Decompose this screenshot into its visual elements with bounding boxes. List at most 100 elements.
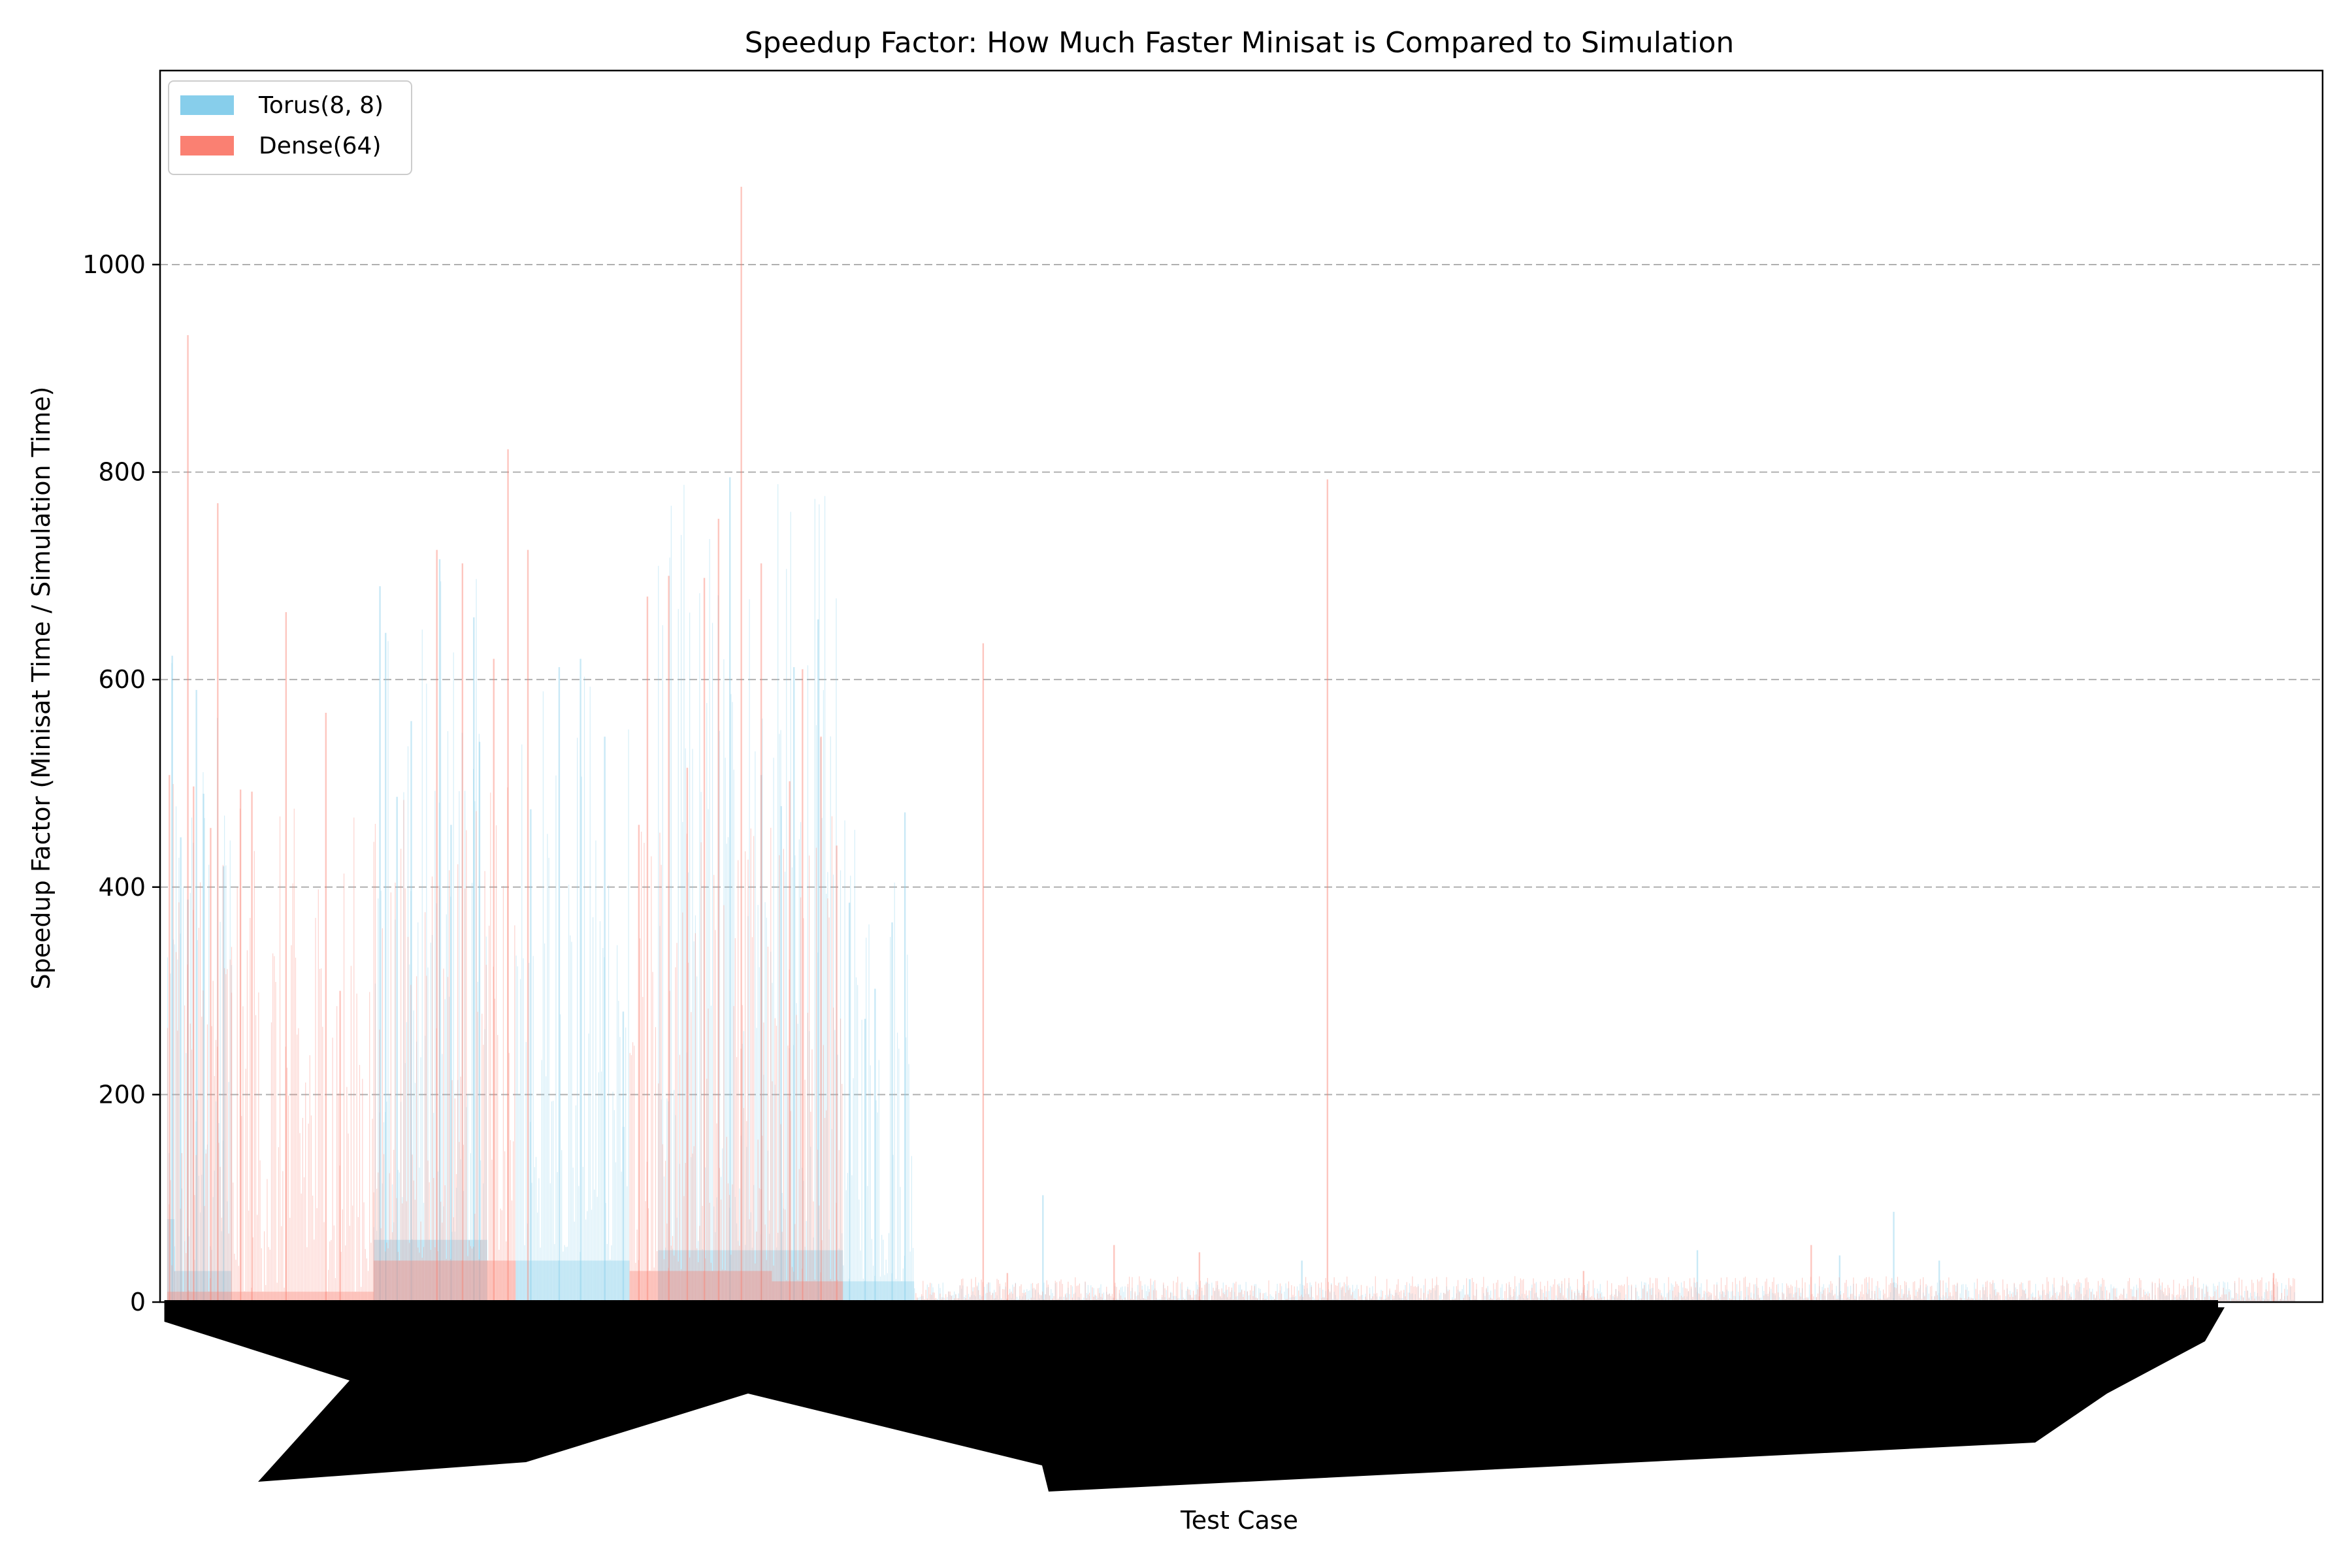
bar	[431, 876, 433, 1302]
bar	[803, 918, 804, 1302]
bar	[1948, 1277, 1950, 1302]
bar	[1372, 1286, 1373, 1302]
bar	[1392, 1294, 1394, 1302]
bar	[374, 983, 376, 1302]
bar	[1548, 1291, 1550, 1302]
bar	[359, 1064, 361, 1302]
bar	[1833, 1295, 1835, 1302]
bar	[1187, 1286, 1188, 1302]
bar	[979, 1295, 981, 1302]
bar	[961, 1288, 962, 1302]
bar	[1948, 1296, 1950, 1302]
bar	[1111, 1294, 1113, 1302]
bar	[1230, 1297, 1231, 1302]
bar	[416, 976, 417, 1302]
bar-peak	[210, 828, 212, 1302]
bar	[561, 1150, 563, 1302]
legend-label-dense: Dense(64)	[259, 133, 382, 159]
bar	[457, 864, 459, 1302]
bar	[1375, 1276, 1376, 1302]
bar	[1682, 1287, 1684, 1302]
bar	[1315, 1281, 1316, 1302]
bar-peak	[436, 549, 438, 1302]
bar	[919, 1296, 921, 1302]
bar	[1779, 1297, 1780, 1302]
bar	[1181, 1289, 1183, 1302]
bar	[1192, 1298, 1194, 1302]
bar	[1982, 1287, 1984, 1302]
bar	[806, 1281, 807, 1302]
bar	[1570, 1286, 1571, 1302]
bar	[830, 736, 831, 1302]
bar	[1497, 1298, 1499, 1302]
bar	[1120, 1296, 1122, 1302]
bar	[1201, 1290, 1203, 1302]
bar	[1588, 1298, 1590, 1302]
bar	[2025, 1294, 2027, 1302]
bar	[493, 966, 494, 1302]
bar	[909, 1251, 911, 1302]
bar	[1527, 1295, 1528, 1302]
bar	[1228, 1286, 1230, 1302]
bar	[470, 1246, 471, 1302]
bar	[736, 1056, 738, 1302]
bar	[1682, 1297, 1684, 1302]
bar	[281, 1226, 282, 1302]
bar	[2008, 1294, 2009, 1302]
bar	[1750, 1292, 1752, 1302]
bar	[642, 996, 644, 1302]
bar	[1012, 1294, 1013, 1302]
bar	[2173, 1295, 2174, 1302]
bar	[1375, 1294, 1376, 1302]
bar	[678, 1261, 679, 1302]
bar	[2059, 1292, 2061, 1302]
bar	[689, 1257, 691, 1302]
bar	[1890, 1282, 1891, 1302]
bar	[868, 924, 870, 1302]
bar	[1890, 1292, 1891, 1302]
bar-peak	[891, 922, 893, 1302]
bar-peak	[339, 990, 341, 1302]
bar-peak	[802, 669, 804, 1302]
bar	[1985, 1286, 1987, 1302]
gridlines	[160, 263, 2323, 1096]
bar	[2140, 1280, 2142, 1302]
bar	[1550, 1286, 1551, 1302]
bar	[2260, 1299, 2261, 1302]
bar	[1163, 1284, 1164, 1302]
bar	[229, 959, 231, 1302]
bar	[1831, 1290, 1833, 1302]
bar	[1431, 1288, 1433, 1302]
bar	[759, 967, 760, 1302]
bar	[1022, 1296, 1023, 1302]
bar	[204, 1205, 205, 1302]
bar	[1251, 1285, 1252, 1302]
bar	[2023, 1290, 2025, 1302]
bar	[652, 972, 653, 1302]
bar	[823, 690, 824, 1302]
bar	[694, 915, 696, 1302]
bar	[1426, 1298, 1428, 1302]
bar	[1827, 1294, 1829, 1302]
bar	[966, 1286, 968, 1302]
bar	[2272, 1281, 2274, 1302]
bar	[1993, 1282, 1995, 1302]
bar	[2127, 1281, 2129, 1302]
bar	[1022, 1292, 1023, 1302]
bar	[1512, 1296, 1514, 1302]
bar	[251, 1288, 252, 1302]
bar	[789, 969, 790, 1302]
bar	[1187, 1288, 1188, 1302]
bar	[532, 956, 534, 1302]
bar	[870, 1065, 871, 1302]
bar	[1722, 1291, 1723, 1302]
bar	[1094, 1294, 1096, 1302]
bar	[2193, 1276, 2195, 1302]
bar	[1554, 1279, 1556, 1302]
bar-peak	[604, 736, 606, 1302]
bar	[2176, 1295, 2177, 1302]
bar	[636, 1230, 638, 1302]
bar	[1490, 1290, 1492, 1302]
bar	[1959, 1293, 1961, 1302]
